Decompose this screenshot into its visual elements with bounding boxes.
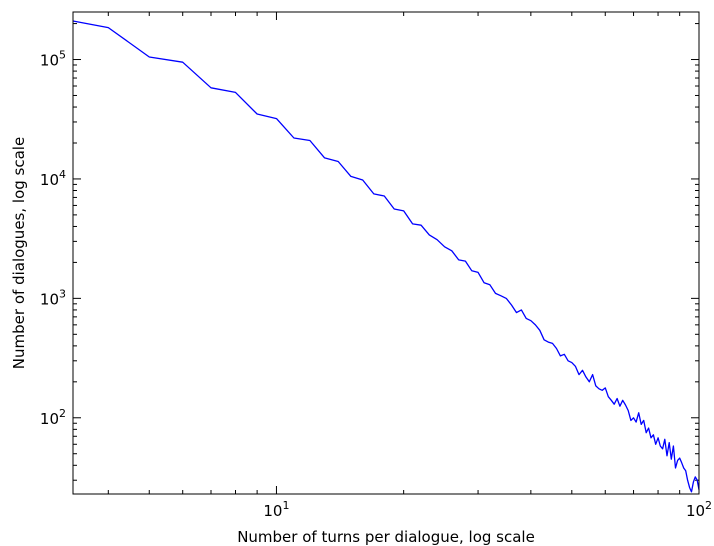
y-tick-label: 105 (40, 49, 66, 70)
y-tick-label: 104 (40, 168, 66, 189)
x-tick-label: 102 (686, 499, 712, 520)
ticks-layer (73, 12, 700, 494)
plot-frame (72, 11, 700, 495)
plot-background (73, 12, 699, 494)
y-tick-label: 103 (40, 287, 66, 308)
y-axis-title: Number of dialogues, log scale (10, 137, 28, 369)
x-tick-label: 101 (263, 499, 289, 520)
labels-layer: 101 102 102 103 104 105 (40, 49, 712, 520)
x-axis-title: Number of turns per dialogue, log scale (237, 528, 535, 546)
y-tick-label: 102 (40, 407, 66, 428)
series-line (72, 20, 700, 493)
